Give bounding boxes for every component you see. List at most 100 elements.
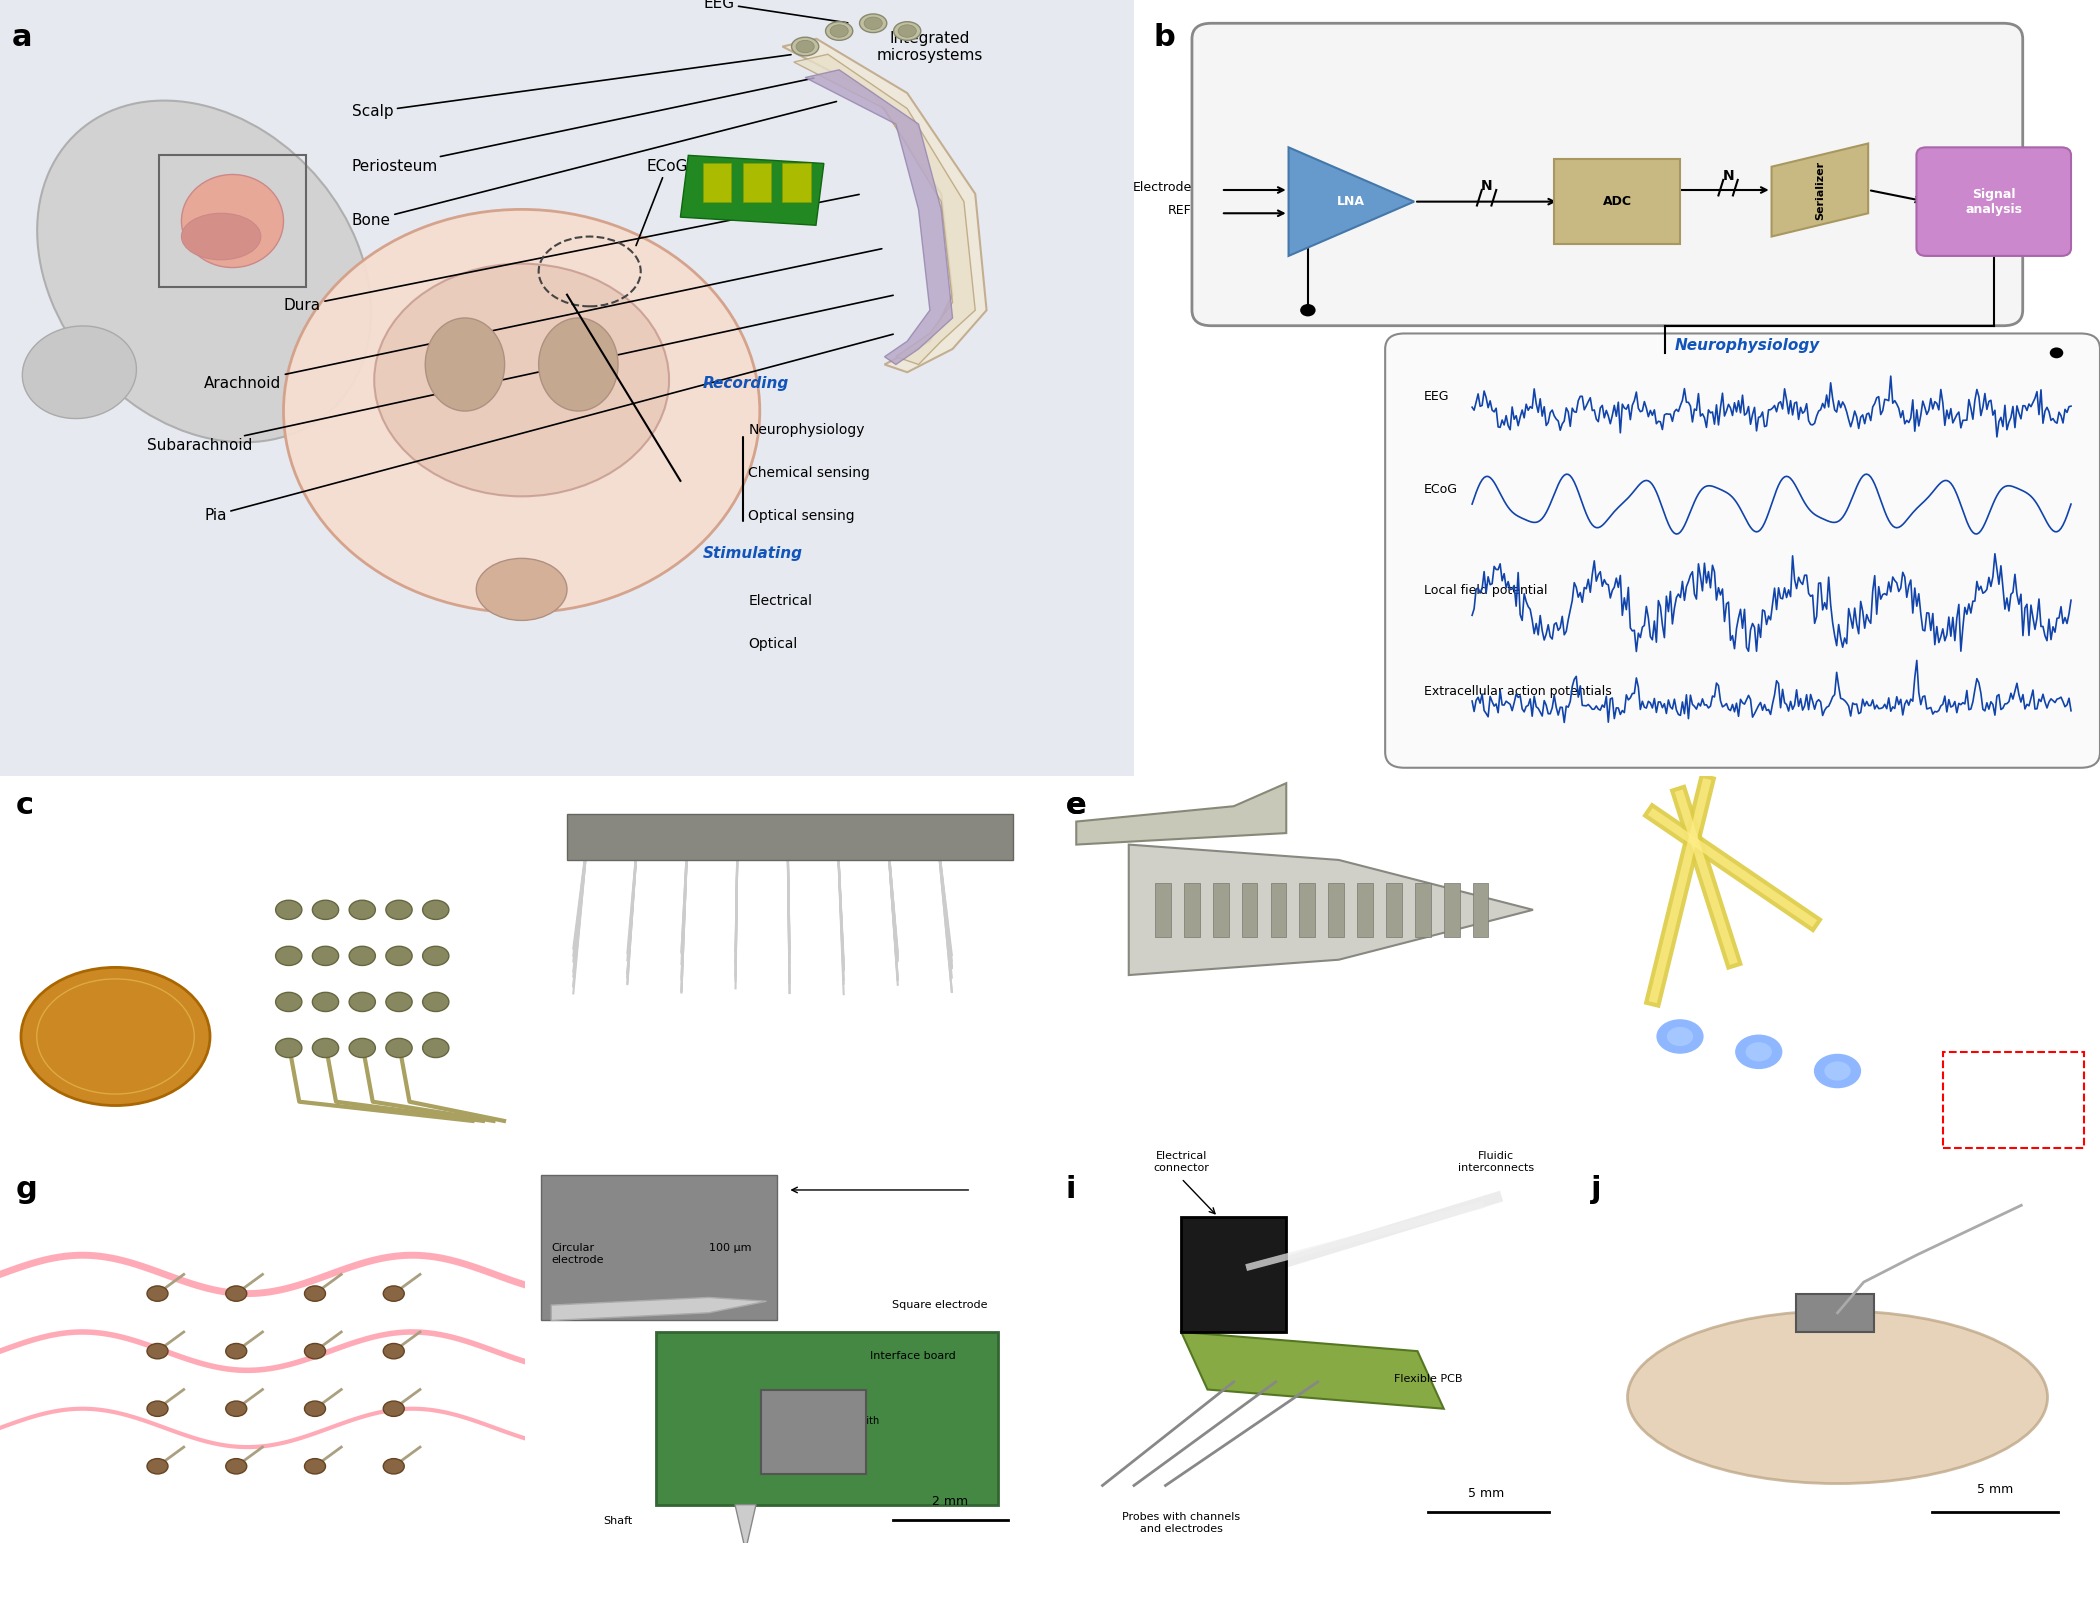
Circle shape — [349, 993, 376, 1012]
Bar — [1180, 1217, 1285, 1332]
Circle shape — [304, 1286, 326, 1302]
Ellipse shape — [1628, 1311, 2048, 1484]
Text: e: e — [1065, 792, 1086, 820]
Ellipse shape — [424, 318, 504, 411]
Circle shape — [382, 1343, 403, 1359]
Text: c: c — [17, 792, 34, 820]
Text: f: f — [1592, 792, 1604, 820]
Circle shape — [422, 993, 449, 1012]
Bar — [1472, 883, 1489, 937]
Text: REF: REF — [1168, 205, 1193, 217]
Circle shape — [1745, 1043, 1772, 1062]
Circle shape — [895, 22, 920, 40]
Text: Subarachnoid: Subarachnoid — [147, 296, 892, 453]
Ellipse shape — [284, 209, 760, 612]
Circle shape — [147, 1458, 168, 1474]
Circle shape — [382, 1401, 403, 1417]
Text: Probe base with
CMOS ASIC: Probe base with CMOS ASIC — [800, 1417, 880, 1438]
Text: Arachnoid: Arachnoid — [204, 249, 882, 390]
Circle shape — [275, 900, 302, 919]
Circle shape — [1825, 1062, 1850, 1081]
Text: Optical sensing: Optical sensing — [748, 508, 855, 523]
Text: Integrated
microsystems: Integrated microsystems — [876, 30, 983, 64]
FancyBboxPatch shape — [1554, 158, 1680, 245]
Text: 70μm: 70μm — [1636, 1103, 1672, 1116]
Text: i: i — [1065, 1175, 1075, 1204]
Polygon shape — [1075, 784, 1285, 844]
Polygon shape — [783, 38, 987, 373]
Text: EEG: EEG — [704, 0, 848, 22]
Circle shape — [1657, 1019, 1703, 1054]
Circle shape — [386, 1038, 412, 1057]
Ellipse shape — [181, 174, 284, 267]
Bar — [567, 814, 1012, 860]
Polygon shape — [1180, 1332, 1445, 1409]
Text: d: d — [542, 792, 563, 820]
Ellipse shape — [181, 213, 260, 259]
Bar — [760, 1390, 865, 1474]
Text: Scalp: Scalp — [351, 54, 792, 120]
Circle shape — [796, 40, 815, 53]
Bar — [1270, 883, 1285, 937]
Text: Electrical: Electrical — [748, 593, 813, 608]
Polygon shape — [1289, 147, 1413, 256]
Circle shape — [859, 14, 886, 32]
Circle shape — [313, 1038, 338, 1057]
Text: g: g — [17, 1175, 38, 1204]
Circle shape — [304, 1343, 326, 1359]
Text: Electrode: Electrode — [1132, 181, 1193, 193]
Text: Recording: Recording — [704, 376, 790, 390]
Text: ECoG: ECoG — [636, 158, 689, 246]
Text: 1 mm: 1 mm — [622, 1111, 659, 1124]
Ellipse shape — [477, 558, 567, 620]
Text: 5 mm: 5 mm — [1976, 1484, 2014, 1497]
Circle shape — [382, 1286, 403, 1302]
Text: Circular
electrode: Circular electrode — [550, 1244, 605, 1265]
Bar — [1241, 883, 1258, 937]
Circle shape — [825, 22, 853, 40]
Circle shape — [313, 993, 338, 1012]
Text: EEG: EEG — [1424, 390, 1449, 403]
Circle shape — [386, 947, 412, 966]
Bar — [1942, 1052, 2083, 1148]
Circle shape — [1814, 1054, 1861, 1089]
Circle shape — [792, 37, 819, 56]
Bar — [1300, 883, 1315, 937]
Bar — [655, 1332, 998, 1505]
Circle shape — [225, 1401, 246, 1417]
Text: h: h — [542, 1175, 563, 1204]
Bar — [1386, 883, 1403, 937]
Ellipse shape — [38, 101, 372, 443]
Text: N: N — [1722, 169, 1735, 182]
Text: ECoG: ECoG — [1424, 483, 1457, 496]
Text: Serializer: Serializer — [1814, 160, 1825, 219]
Circle shape — [225, 1286, 246, 1302]
Text: b: b — [1153, 24, 1176, 53]
Text: Stimulating: Stimulating — [704, 547, 802, 561]
Circle shape — [1667, 1027, 1693, 1046]
Bar — [1327, 883, 1344, 937]
Text: Bone: Bone — [351, 101, 836, 229]
Text: Signal
analysis: Signal analysis — [1966, 187, 2022, 216]
Circle shape — [304, 1458, 326, 1474]
Circle shape — [304, 1401, 326, 1417]
Circle shape — [275, 1038, 302, 1057]
Bar — [1445, 883, 1460, 937]
Text: Neurophysiology: Neurophysiology — [748, 424, 865, 437]
Text: Optical: Optical — [748, 636, 798, 651]
Ellipse shape — [538, 318, 617, 411]
Polygon shape — [1772, 144, 1869, 237]
Ellipse shape — [23, 326, 137, 419]
Circle shape — [349, 900, 376, 919]
Text: Shaft: Shaft — [605, 1516, 632, 1525]
Text: 50 μm: 50 μm — [1434, 1095, 1474, 1108]
Bar — [160, 155, 307, 286]
Circle shape — [349, 947, 376, 966]
Text: Probes with channels
and electrodes: Probes with channels and electrodes — [1121, 1513, 1241, 1533]
Text: a: a — [10, 24, 31, 53]
Circle shape — [225, 1458, 246, 1474]
Bar — [1796, 1294, 1873, 1332]
Text: f: f — [1592, 792, 1604, 820]
Text: 2 mm: 2 mm — [932, 1495, 968, 1508]
Text: Periosteum: Periosteum — [351, 78, 815, 174]
